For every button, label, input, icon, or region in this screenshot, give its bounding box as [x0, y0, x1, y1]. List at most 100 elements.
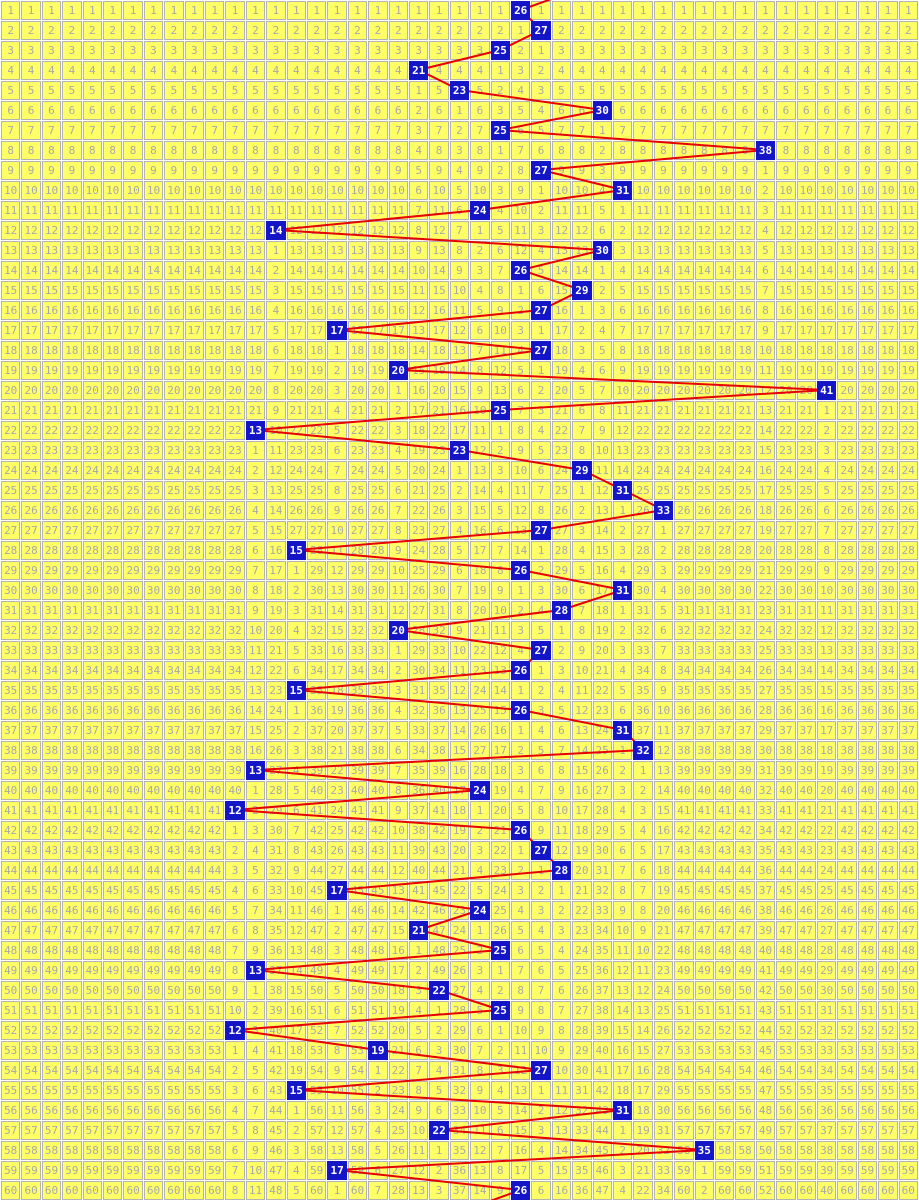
- miss-count-cell: 4: [123, 61, 143, 80]
- miss-count-cell: 19: [653, 881, 674, 900]
- drawn-number-cell: 15: [286, 681, 306, 700]
- miss-count-cell: 27: [857, 521, 878, 540]
- miss-count-cell: 1: [388, 641, 408, 660]
- miss-count-cell: 51: [755, 1161, 776, 1180]
- miss-count-cell: 26: [62, 501, 82, 520]
- miss-count-cell: 3: [368, 41, 388, 60]
- miss-count-cell: 55: [102, 1081, 123, 1100]
- miss-count-cell: 19: [62, 361, 82, 380]
- miss-count-cell: 19: [857, 361, 878, 380]
- miss-count-cell: 5: [531, 261, 551, 280]
- miss-count-cell: 5: [225, 81, 245, 100]
- miss-count-cell: 36: [41, 701, 62, 720]
- miss-count-cell: 11: [408, 281, 429, 300]
- miss-count-cell: 58: [796, 1141, 816, 1160]
- miss-count-cell: 9: [82, 161, 102, 180]
- miss-count-cell: 13: [21, 241, 41, 260]
- miss-count-cell: 7: [143, 121, 164, 140]
- miss-count-cell: 13: [551, 241, 572, 260]
- miss-count-cell: 24: [21, 461, 41, 480]
- miss-count-cell: 14: [735, 261, 755, 280]
- miss-count-cell: 13: [510, 521, 531, 540]
- miss-count-cell: 10: [612, 921, 633, 940]
- miss-count-cell: 53: [21, 1041, 41, 1060]
- miss-count-cell: 52: [347, 1021, 368, 1040]
- miss-count-cell: 6: [572, 401, 592, 420]
- miss-count-cell: 14: [245, 701, 266, 720]
- miss-count-cell: 19: [225, 361, 245, 380]
- miss-count-cell: 19: [123, 361, 143, 380]
- miss-count-cell: 9: [755, 321, 776, 340]
- miss-count-cell: 3: [408, 121, 429, 140]
- miss-count-cell: 26: [102, 501, 123, 520]
- miss-count-cell: 22: [572, 901, 592, 920]
- miss-count-cell: 12: [572, 221, 592, 240]
- miss-count-cell: 13: [408, 321, 429, 340]
- miss-count-cell: 4: [510, 341, 531, 360]
- miss-count-cell: 16: [816, 301, 837, 320]
- miss-count-cell: 11: [449, 661, 470, 680]
- miss-count-cell: 12: [388, 221, 408, 240]
- miss-count-cell: 3: [510, 761, 531, 780]
- miss-count-cell: 56: [1, 1101, 21, 1120]
- miss-count-cell: 2: [857, 21, 878, 40]
- miss-count-cell: 44: [306, 861, 327, 880]
- miss-count-cell: 14: [102, 261, 123, 280]
- miss-count-cell: 59: [1, 1161, 21, 1180]
- miss-count-cell: 11: [510, 481, 531, 500]
- miss-count-cell: 5: [164, 81, 184, 100]
- miss-count-cell: 9: [449, 261, 470, 280]
- miss-count-cell: 35: [123, 681, 143, 700]
- miss-count-cell: 48: [266, 1181, 286, 1200]
- miss-count-cell: 12: [490, 641, 510, 660]
- miss-count-cell: 13: [612, 441, 633, 460]
- miss-count-cell: 2: [21, 21, 41, 40]
- miss-count-cell: 6: [245, 1081, 266, 1100]
- miss-count-cell: 4: [531, 101, 551, 120]
- miss-count-cell: 1: [633, 1, 653, 20]
- miss-count-cell: 29: [796, 561, 816, 580]
- miss-count-cell: 36: [694, 701, 714, 720]
- miss-count-cell: 4: [612, 801, 633, 820]
- miss-count-cell: 3: [245, 41, 266, 60]
- miss-count-cell: 16: [735, 301, 755, 320]
- miss-count-cell: 6: [633, 861, 653, 880]
- miss-count-cell: 44: [184, 861, 204, 880]
- miss-count-cell: 2: [510, 41, 531, 60]
- miss-count-cell: 47: [796, 921, 816, 940]
- miss-count-cell: 1: [694, 1161, 714, 1180]
- miss-count-cell: 17: [347, 321, 368, 340]
- miss-count-cell: 18: [388, 341, 408, 360]
- miss-count-cell: 23: [449, 901, 470, 920]
- miss-count-cell: 1: [449, 461, 470, 480]
- miss-count-cell: 24: [653, 461, 674, 480]
- miss-count-cell: 2: [490, 161, 510, 180]
- miss-count-cell: 1: [510, 581, 531, 600]
- miss-count-cell: 50: [878, 981, 898, 1000]
- miss-count-cell: 41: [714, 801, 735, 820]
- miss-count-cell: 27: [62, 521, 82, 540]
- miss-count-cell: 51: [347, 1001, 368, 1020]
- miss-count-cell: 13: [572, 721, 592, 740]
- miss-count-cell: 18: [674, 341, 694, 360]
- miss-count-cell: 30: [449, 1041, 470, 1060]
- miss-count-cell: 30: [306, 581, 327, 600]
- miss-count-cell: 6: [531, 281, 551, 300]
- miss-count-cell: 30: [735, 581, 755, 600]
- miss-count-cell: 30: [41, 581, 62, 600]
- drawn-number-cell: 17: [327, 881, 347, 900]
- miss-count-cell: 1: [898, 1, 918, 20]
- miss-count-cell: 9: [612, 161, 633, 180]
- miss-count-cell: 44: [368, 861, 388, 880]
- miss-count-cell: 1: [510, 721, 531, 740]
- drawn-number-cell: 22: [429, 981, 449, 1000]
- drawn-number-cell: 41: [816, 381, 837, 400]
- miss-count-cell: 19: [164, 361, 184, 380]
- miss-count-cell: 34: [164, 661, 184, 680]
- miss-count-cell: 9: [164, 161, 184, 180]
- miss-count-cell: 8: [796, 141, 816, 160]
- miss-count-cell: 1: [633, 761, 653, 780]
- miss-count-cell: 23: [857, 441, 878, 460]
- miss-count-cell: 49: [102, 961, 123, 980]
- miss-count-cell: 46: [82, 901, 102, 920]
